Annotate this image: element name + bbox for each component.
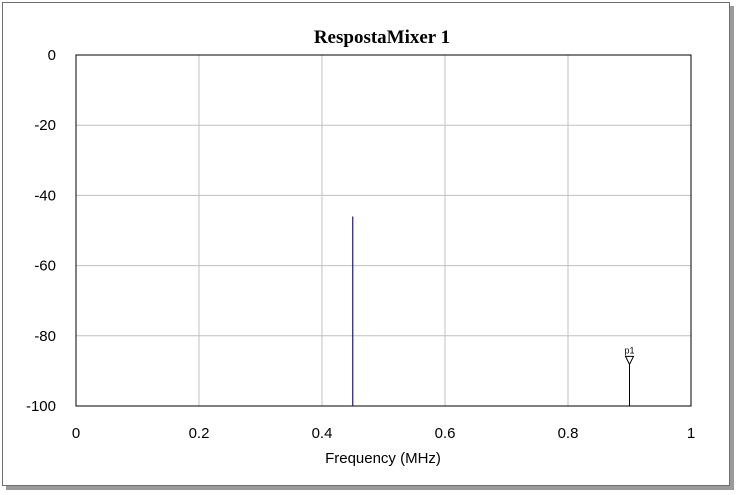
x-tick-label: 0 <box>72 425 80 442</box>
plot-area <box>75 54 692 407</box>
chart-title: RespostaMixer 1 <box>314 27 450 48</box>
y-tick-label: -20 <box>34 117 56 134</box>
y-axis: 0 -20 -40 -60 -80 -100 <box>26 47 56 415</box>
x-tick-label: 0.6 <box>435 425 456 442</box>
marker-triangle[interactable] <box>624 355 635 366</box>
chart-window <box>2 2 730 486</box>
x-tick-label: 0.8 <box>558 425 579 442</box>
y-tick-label: -60 <box>34 258 56 275</box>
x-tick-label: 0.2 <box>189 425 210 442</box>
y-tick-label: -100 <box>26 398 56 415</box>
marker-label: p1 <box>624 345 634 355</box>
y-tick-label: -80 <box>34 328 56 345</box>
y-tick-label: 0 <box>48 47 56 64</box>
markers: p1 <box>624 345 635 406</box>
grid <box>75 54 692 407</box>
x-tick-label: 1 <box>687 425 695 442</box>
y-tick-label: -40 <box>34 187 56 204</box>
x-tick-label: 0.4 <box>312 425 333 442</box>
x-axis-label: Frequency (MHz) <box>325 450 441 467</box>
x-axis: 0 0.2 0.4 0.6 0.8 1 <box>72 425 695 442</box>
series-lines <box>352 216 354 406</box>
